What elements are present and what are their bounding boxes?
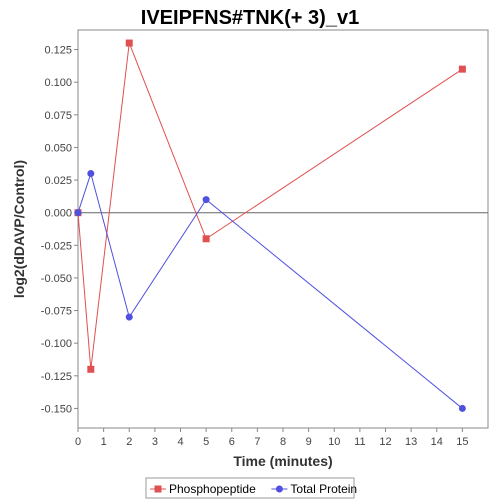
data-point-total-protein xyxy=(74,209,82,217)
x-tick-label: 8 xyxy=(280,436,286,448)
data-point-total-protein xyxy=(125,313,133,321)
x-tick-label: 7 xyxy=(254,436,260,448)
y-tick-label: -0.075 xyxy=(41,306,72,318)
x-tick-label: 14 xyxy=(431,436,443,448)
y-axis: 0.125 0.100 0.075 0.050 0.025 0.000 -0.025 -0.0… xyxy=(41,45,78,415)
data-point-phosphopeptide xyxy=(202,235,210,243)
x-tick-label: 9 xyxy=(306,436,312,448)
legend-label-total-protein: Total Protein xyxy=(290,482,357,496)
x-axis: 0 1 2 3 4 5 6 7 8 9 10 11 12 13 14 15 xyxy=(75,428,469,448)
x-tick-label: 1 xyxy=(101,436,107,448)
y-tick-label: 0.050 xyxy=(44,142,72,154)
y-tick-label: 0.125 xyxy=(44,45,72,57)
y-tick-label: -0.050 xyxy=(41,273,72,285)
y-tick-label: 0.075 xyxy=(44,110,72,122)
x-tick-label: 12 xyxy=(379,436,391,448)
data-point-phosphopeptide xyxy=(125,39,133,47)
data-point-total-protein xyxy=(87,170,95,178)
chart-title: IVEIPFNS#TNK(+ 3)_v1 xyxy=(141,7,359,29)
data-point-total-protein xyxy=(202,196,210,204)
y-axis-label: log2(dDAVP/Control) xyxy=(11,160,27,298)
x-tick-label: 2 xyxy=(126,436,132,448)
y-tick-label: -0.150 xyxy=(41,403,72,415)
y-tick-label: 0.000 xyxy=(44,208,72,220)
legend-box xyxy=(145,477,355,499)
x-tick-label: 6 xyxy=(229,436,235,448)
legend-marker-phosphopeptide xyxy=(154,485,162,493)
y-tick-label: 0.025 xyxy=(44,175,72,187)
x-tick-label: 15 xyxy=(456,436,468,448)
x-tick-label: 13 xyxy=(405,436,417,448)
data-point-total-protein xyxy=(458,404,466,412)
x-tick-label: 11 xyxy=(354,436,365,448)
y-tick-label: -0.125 xyxy=(41,371,72,383)
legend-marker-total-protein xyxy=(275,485,283,493)
x-tick-label: 5 xyxy=(203,436,209,448)
legend: Phosphopeptide Total Protein xyxy=(145,477,357,499)
x-axis-label: Time (minutes) xyxy=(233,453,332,469)
data-point-phosphopeptide xyxy=(458,65,466,73)
plot-area xyxy=(77,29,489,429)
x-tick-label: 0 xyxy=(75,436,81,448)
y-tick-label: -0.100 xyxy=(41,338,72,350)
series-layer xyxy=(74,39,466,412)
x-tick-label: 10 xyxy=(328,436,340,448)
x-tick-label: 4 xyxy=(177,436,183,448)
y-tick-label: 0.100 xyxy=(44,77,72,89)
data-point-phosphopeptide xyxy=(87,365,95,373)
y-tick-label: -0.025 xyxy=(41,240,72,252)
legend-label-phosphopeptide: Phosphopeptide xyxy=(169,482,256,496)
x-tick-label: 3 xyxy=(152,436,158,448)
